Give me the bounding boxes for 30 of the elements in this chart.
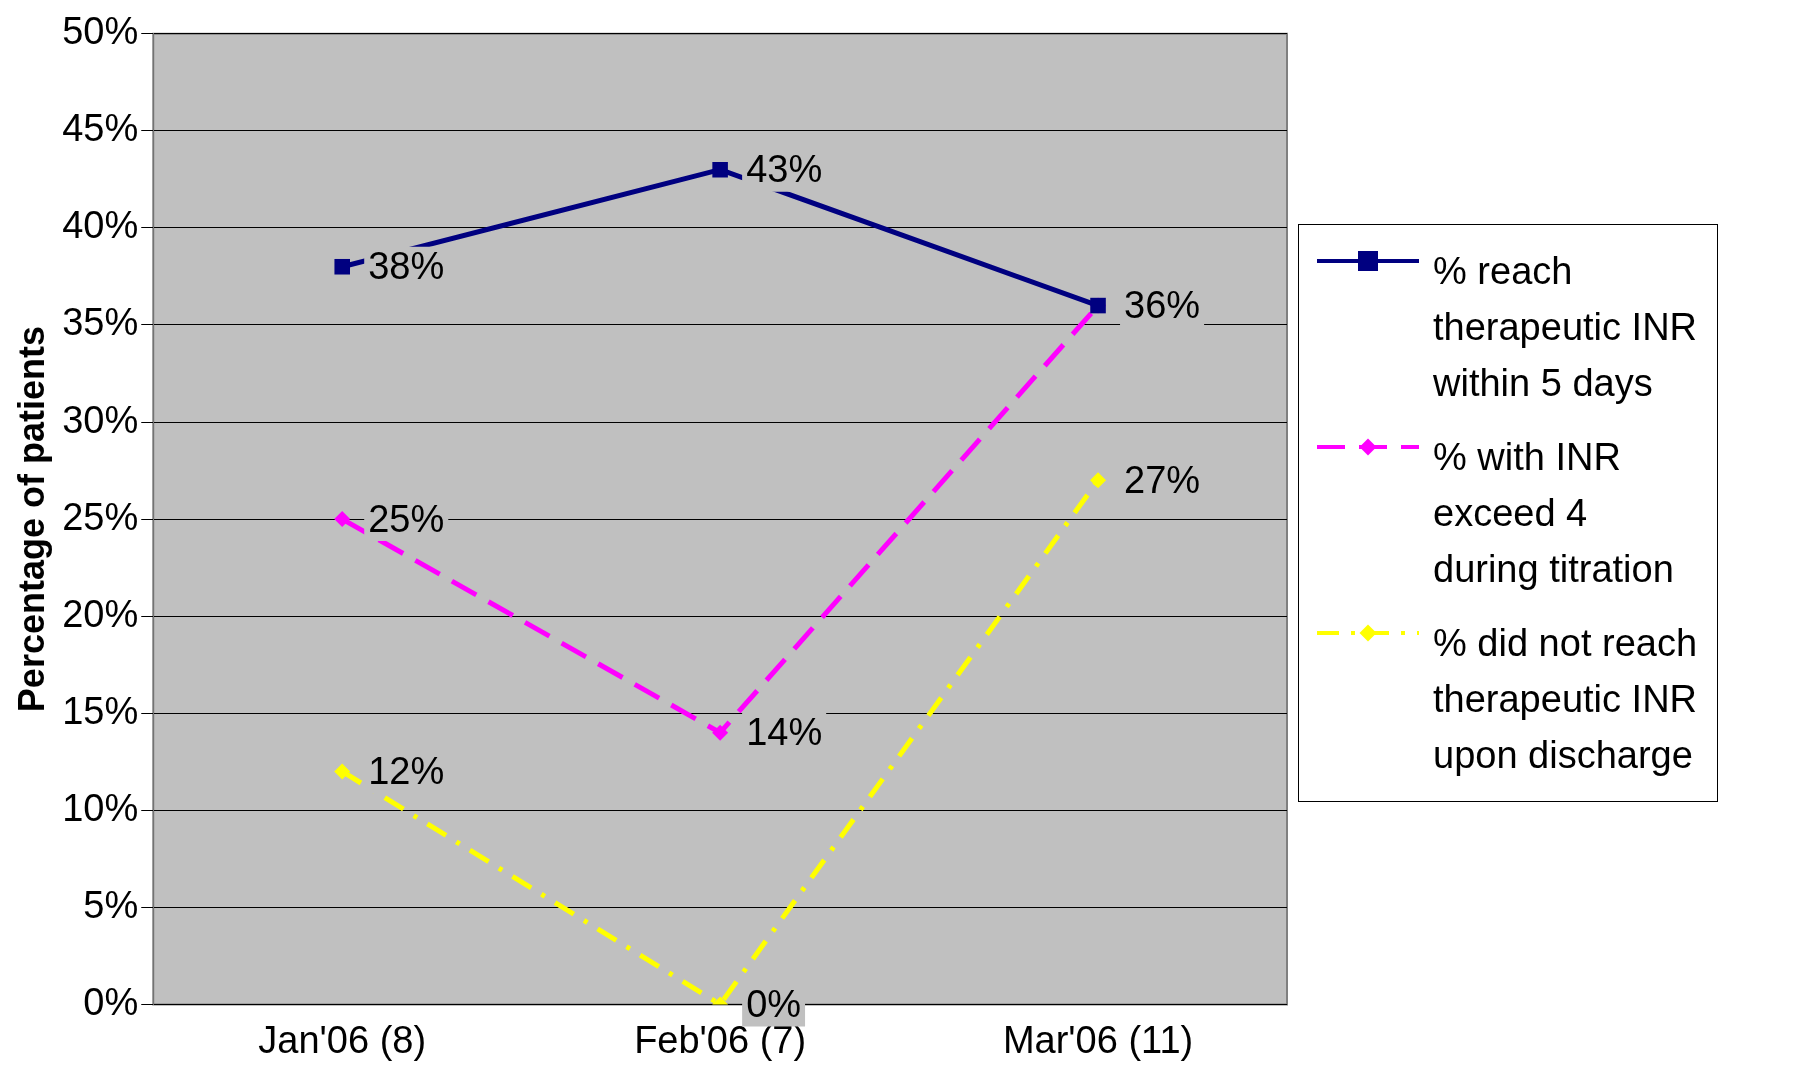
- point: [712, 724, 729, 741]
- y-tick-label: 20%: [62, 592, 139, 635]
- y-tick-label: 25%: [62, 495, 139, 538]
- point: [712, 161, 728, 178]
- y-tick-label: 45%: [62, 107, 139, 150]
- data-label: 25%: [368, 497, 445, 540]
- data-label: 43%: [746, 148, 823, 191]
- y-tick-label: 15%: [62, 689, 139, 732]
- y-tick-label: 10%: [62, 786, 139, 829]
- y-tick-label: 35%: [62, 301, 139, 344]
- point: [334, 258, 350, 275]
- y-tick-label: 50%: [62, 10, 139, 53]
- point: [1090, 472, 1107, 489]
- data-label: 12%: [368, 749, 445, 792]
- data-label: 27%: [1124, 458, 1201, 501]
- y-tick-label: 0%: [83, 980, 139, 1023]
- y-tick-label: 30%: [62, 398, 139, 441]
- legend-label: % reach therapeutic INR within 5 days: [1433, 249, 1698, 406]
- y-axis-title: Percentage of patients: [10, 326, 52, 713]
- y-tick-label: 5%: [83, 883, 139, 926]
- x-tick-label: Jan'06 (8): [258, 1018, 427, 1061]
- point: [334, 511, 351, 528]
- data-label: 14%: [746, 711, 823, 754]
- point: [334, 763, 351, 780]
- x-tick-label: Mar'06 (11): [1002, 1018, 1194, 1061]
- data-label: 36%: [1124, 284, 1201, 327]
- legend-label: % with INR exceed 4 during titration: [1433, 435, 1675, 592]
- data-label: 38%: [368, 245, 445, 288]
- legend-label: % did not reach therapeutic INR upon discharge: [1433, 621, 1699, 778]
- y-tick-label: 40%: [62, 204, 139, 247]
